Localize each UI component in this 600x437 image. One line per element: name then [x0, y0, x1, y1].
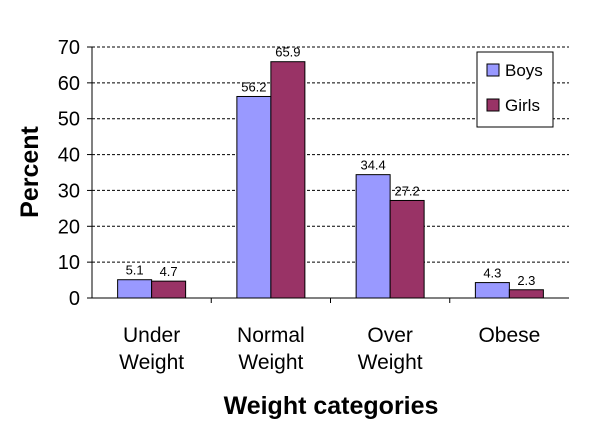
y-tick-label: 10 — [58, 252, 80, 274]
data-label: 65.9 — [275, 45, 300, 60]
data-label: 4.3 — [483, 266, 501, 281]
bar-boys — [236, 95, 272, 299]
data-label: 34.4 — [360, 158, 385, 173]
y-axis-title: Percent — [16, 125, 44, 217]
data-label: 56.2 — [241, 79, 266, 94]
data-label: 5.1 — [126, 263, 144, 278]
category-label: Under — [123, 324, 180, 347]
category-label: Weight — [358, 351, 423, 374]
y-tick-label: 30 — [58, 180, 80, 202]
data-label: 4.7 — [160, 264, 178, 279]
bar-boys — [474, 282, 510, 299]
y-tick-label: 60 — [58, 73, 80, 95]
y-tick-labels: 0 10 20 30 40 50 60 70 — [58, 37, 80, 310]
legend: Boys Girls — [476, 51, 554, 128]
data-label: 27.2 — [394, 183, 419, 198]
y-tick-label: 70 — [58, 37, 80, 59]
y-tick-label: 50 — [58, 109, 80, 131]
legend-label-girls: Girls — [505, 96, 540, 115]
x-category-labels: Under Weight Normal Weight Over Weight Obese — [119, 324, 540, 374]
y-tick-label: 0 — [69, 288, 80, 310]
bar-boys — [117, 279, 153, 299]
bar-girls — [389, 199, 425, 299]
category-label: Normal — [237, 324, 305, 347]
data-label: 2.3 — [517, 273, 535, 288]
legend-label-boys: Boys — [505, 61, 543, 80]
bar-girls — [508, 289, 544, 299]
axes — [87, 46, 569, 303]
category-label: Weight — [238, 351, 303, 374]
y-tick-label: 40 — [58, 145, 80, 167]
bar-girls — [270, 61, 306, 299]
legend-swatch-boys — [486, 63, 500, 77]
category-label: Over — [367, 324, 413, 347]
bar-boys — [355, 174, 391, 299]
bar-girls — [151, 280, 187, 299]
data-labels: 5.1 4.7 56.2 65.9 34.4 27.2 4.3 2.3 — [126, 45, 536, 288]
category-label: Weight — [119, 351, 184, 374]
x-axis-title: Weight categories — [224, 392, 439, 420]
category-label: Obese — [478, 324, 540, 347]
y-tick-label: 20 — [58, 216, 80, 238]
legend-swatch-girls — [486, 98, 500, 112]
